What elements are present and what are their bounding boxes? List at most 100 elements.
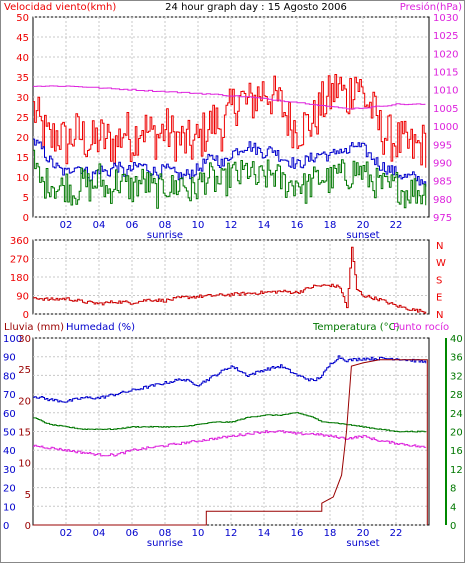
wind-tick-label: 40 [16, 53, 29, 64]
compass-letter: N [436, 310, 443, 321]
humidity-tick-label: 100 [3, 334, 22, 345]
rain-tick-label: 0 [25, 521, 31, 532]
hour-tick-label: 18 [324, 220, 337, 231]
rain-tick-label: 25 [18, 365, 31, 376]
pressure-tick-label: 1025 [433, 31, 458, 42]
hour-tick-label: 02 [60, 528, 73, 539]
pressure-tick-label: 1020 [433, 49, 458, 60]
wind-tick-label: 45 [16, 33, 29, 44]
sunset-label: sunset [346, 230, 379, 241]
pressure-tick-label: 1015 [433, 68, 458, 79]
compass-letter: N [436, 241, 443, 252]
pressure-tick-label: 995 [433, 140, 452, 151]
humidity-tick-label: 20 [3, 484, 16, 495]
temp-tick-label: 40 [450, 334, 463, 345]
hour-tick-label: 14 [258, 220, 271, 231]
hour-tick-label: 08 [159, 528, 172, 539]
rain-line [33, 359, 428, 526]
pressure-line [33, 85, 426, 110]
hour-tick-label: 10 [192, 220, 205, 231]
wind-gust-line [33, 74, 427, 168]
hour-tick-label: 04 [93, 220, 106, 231]
hour-tick-label: 10 [192, 528, 205, 539]
wind-tick-label: 20 [16, 133, 29, 144]
pressure-tick-label: 1000 [433, 122, 458, 133]
temp-tick-label: 36 [450, 353, 463, 364]
wind-legend: Velocidad viento(kmh) [4, 2, 116, 13]
pressure-tick-label: 990 [433, 158, 452, 169]
dewpoint-label: Punto rocío [393, 321, 449, 333]
rain-tick-label: 5 [25, 490, 31, 501]
wind-direction-line [33, 246, 427, 314]
rain-label: Lluvia (mm) [4, 322, 64, 333]
rain-tick-label: 30 [18, 334, 31, 345]
hour-tick-label: 04 [93, 528, 106, 539]
humidity-tick-label: 30 [3, 465, 16, 476]
temp-tick-label: 12 [450, 465, 463, 476]
sunset-label: sunset [346, 538, 379, 549]
pressure-tick-label: 975 [433, 213, 452, 224]
hour-tick-label: 18 [324, 528, 337, 539]
humidity-tick-label: 70 [3, 390, 16, 401]
hour-tick-label: 20 [357, 528, 370, 539]
wind-tick-label: 0 [23, 213, 29, 224]
wind-tick-label: 50 [16, 13, 29, 24]
temp-tick-label: 32 [450, 371, 463, 382]
temp-tick-label: 16 [450, 446, 463, 457]
direction-tick-label: 90 [16, 292, 29, 303]
sunrise-label: sunrise [147, 230, 183, 241]
sunrise-label: sunrise [147, 538, 183, 549]
hour-tick-label: 14 [258, 528, 271, 539]
temp-tick-label: 20 [450, 428, 463, 439]
hour-tick-label: 22 [390, 528, 403, 539]
wind-tick-label: 35 [16, 73, 29, 84]
hour-tick-label: 08 [159, 220, 172, 231]
hour-tick-label: 02 [60, 220, 73, 231]
humidity-tick-label: 80 [3, 371, 16, 382]
wind-tick-label: 5 [23, 193, 29, 204]
direction-tick-label: 0 [23, 310, 29, 321]
rain-tick-label: 15 [18, 428, 31, 439]
humidity-line [33, 355, 427, 403]
compass-letter: E [436, 293, 442, 304]
direction-tick-label: 180 [10, 273, 29, 284]
temperature-line [33, 412, 427, 433]
pressure-tick-label: 980 [433, 195, 452, 206]
temp-tick-label: 28 [450, 390, 463, 401]
hour-tick-label: 16 [291, 220, 304, 231]
humidity-label: Humedad (%) [66, 322, 135, 333]
humidity-tick-label: 40 [3, 446, 16, 457]
temp-tick-label: 24 [450, 409, 463, 420]
wind-speed-line [33, 149, 427, 209]
wind-tick-label: 15 [16, 153, 29, 164]
hour-tick-label: 22 [390, 220, 403, 231]
pressure-tick-label: 985 [433, 177, 452, 188]
temp-tick-label: 8 [450, 484, 456, 495]
humidity-tick-label: 0 [3, 521, 9, 532]
pressure-tick-label: 1005 [433, 104, 458, 115]
wind-average-line [33, 138, 427, 187]
direction-tick-label: 270 [10, 255, 29, 266]
hour-tick-label: 12 [225, 220, 238, 231]
wind-tick-label: 10 [16, 173, 29, 184]
pressure-tick-label: 1010 [433, 86, 458, 97]
humidity-tick-label: 50 [3, 428, 16, 439]
hour-tick-label: 16 [291, 528, 304, 539]
rain-tick-label: 10 [18, 459, 31, 470]
temp-tick-label: 4 [450, 502, 456, 513]
compass-letter: S [436, 275, 442, 286]
hour-tick-label: 06 [126, 528, 139, 539]
hour-tick-label: 06 [126, 220, 139, 231]
temperature-label: Temperatura (°C) [312, 322, 400, 333]
humidity-tick-label: 10 [3, 502, 16, 513]
temp-tick-label: 0 [450, 521, 456, 532]
humidity-tick-label: 60 [3, 409, 16, 420]
pressure-tick-label: 1030 [433, 13, 458, 24]
hour-tick-label: 12 [225, 528, 238, 539]
compass-letter: W [436, 258, 446, 269]
hour-tick-label: 20 [357, 220, 370, 231]
direction-tick-label: 360 [10, 236, 29, 247]
wind-tick-label: 25 [16, 113, 29, 124]
